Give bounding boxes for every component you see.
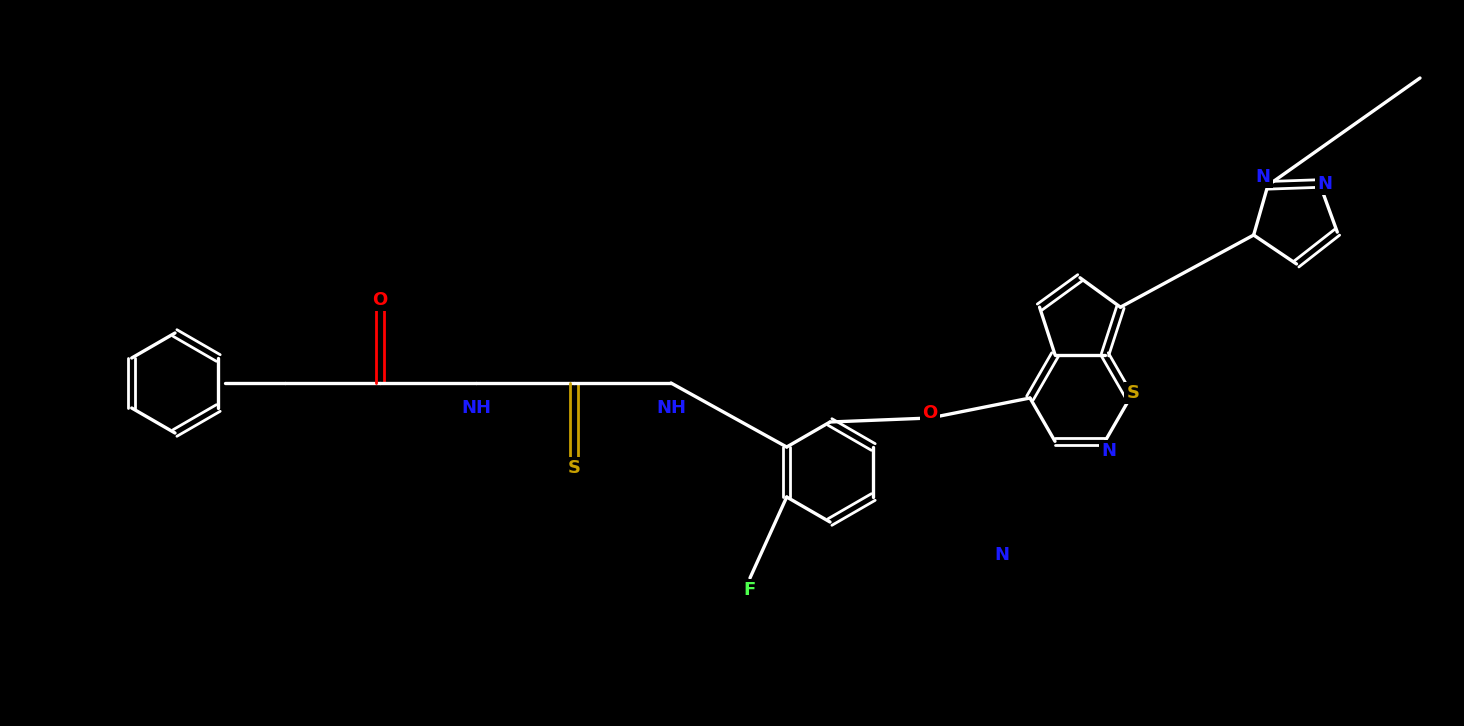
Text: N: N [1101, 442, 1117, 460]
Text: O: O [922, 404, 937, 422]
Text: N: N [1318, 174, 1332, 192]
Text: N: N [1256, 168, 1271, 187]
Text: O: O [372, 291, 388, 309]
Text: NH: NH [461, 399, 490, 417]
Text: F: F [744, 581, 755, 599]
Text: N: N [994, 546, 1010, 564]
Text: S: S [1126, 384, 1139, 402]
Text: NH: NH [656, 399, 687, 417]
Text: S: S [568, 459, 581, 477]
